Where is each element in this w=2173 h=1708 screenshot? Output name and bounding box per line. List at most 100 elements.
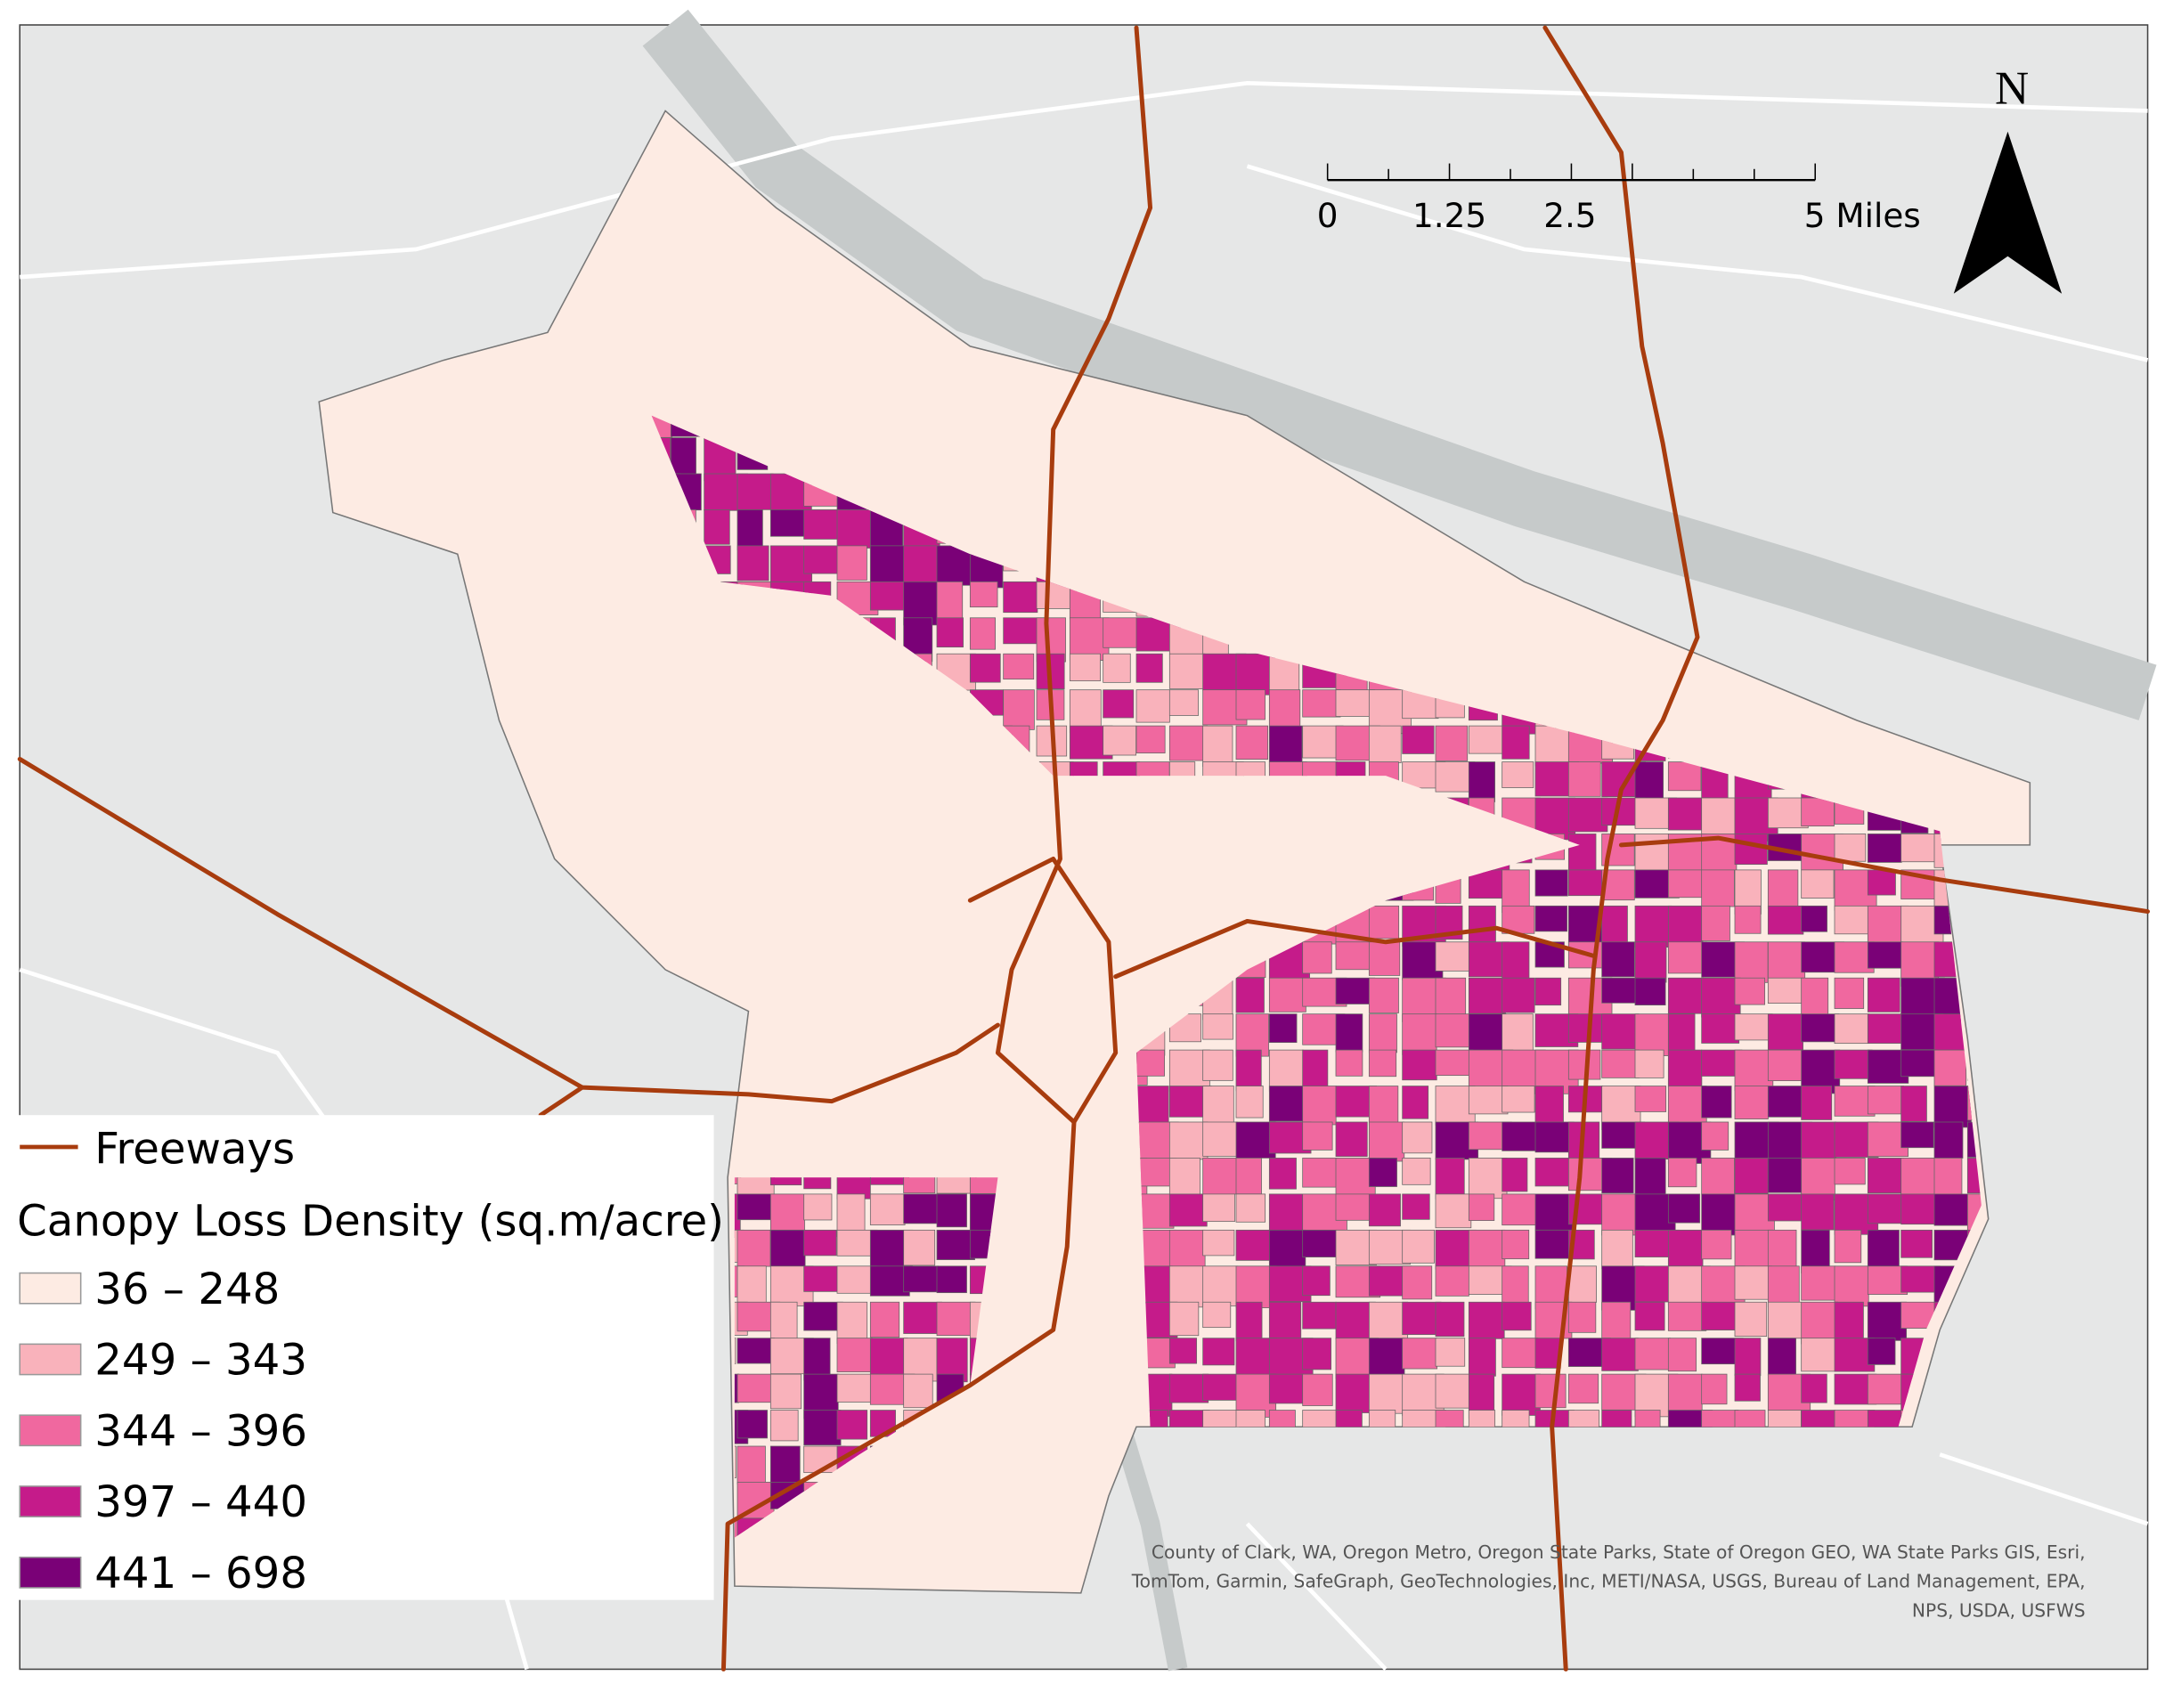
tract [1701,1013,1740,1044]
tract [1801,1121,1837,1162]
tract [1767,1301,1803,1339]
tract [1734,1013,1773,1041]
tract [1801,1193,1835,1231]
tract [1135,725,1166,754]
tract [1069,689,1102,733]
tract [1701,1229,1732,1260]
tract [1168,653,1206,689]
tract [836,1338,873,1372]
attribution-line: NPS, USDA, USFWS [1912,1599,2086,1621]
tract [1368,977,1399,1013]
tract [1268,1229,1306,1272]
tract [1402,1301,1442,1336]
tract [1368,941,1401,976]
tract [1534,1265,1567,1310]
tract [1667,1193,1701,1224]
tract [1767,1265,1800,1308]
tract [1767,869,1799,909]
tract [1235,1229,1273,1261]
tract [1734,1229,1773,1271]
tract [1368,1301,1409,1346]
tract [1335,689,1375,717]
tract [803,1338,831,1381]
tract [1767,941,1806,979]
tract [1202,1086,1234,1126]
tract [836,1410,868,1440]
tract [1302,689,1341,718]
tract [737,545,769,582]
tract [1202,1229,1235,1257]
tract [1502,1301,1532,1331]
tract [1335,1121,1368,1158]
tract [1435,1013,1471,1048]
tract [1502,1121,1542,1151]
tract [803,1410,842,1446]
tract [1867,1193,1905,1224]
tract [1302,1373,1333,1406]
tract [1701,797,1736,839]
tract [1867,1265,1908,1295]
tract [1502,1265,1529,1303]
tract [1534,1121,1575,1153]
tract [803,545,842,574]
tract [1168,1193,1208,1227]
tract [1202,1338,1235,1366]
tract [1168,1229,1206,1269]
tract [903,1265,940,1293]
tract [1834,977,1865,1009]
tract [1667,1158,1697,1188]
tract [1235,1193,1266,1223]
tract [769,1373,802,1410]
tract [1767,1013,1803,1051]
tract [1601,941,1635,978]
tract [1435,761,1476,793]
tract [1667,1373,1703,1413]
tract [1302,941,1332,974]
tract [1801,797,1835,827]
tract [1667,1013,1696,1052]
tract [1667,761,1702,792]
tract [737,1265,767,1305]
tract [1701,869,1735,907]
tract [1734,977,1766,1005]
tract [903,545,943,589]
tract [803,1265,838,1292]
tract [1368,725,1402,763]
tract [903,1373,933,1409]
tract [1667,941,1707,974]
tract [1867,834,1902,863]
tract [1435,1158,1465,1200]
tract [1502,1373,1541,1416]
tract [1235,1049,1262,1092]
tract [769,1410,799,1442]
tract [1567,1265,1597,1303]
tract [1867,1086,1904,1115]
tract [1900,834,1941,863]
tract [1368,1193,1401,1227]
tract [1834,1265,1869,1307]
tract [1701,1121,1729,1151]
tract [737,1229,771,1267]
tract [1368,1373,1404,1414]
tract [1534,869,1568,897]
tract [803,1229,837,1257]
tract [1734,941,1769,983]
tract [1468,1158,1508,1200]
tract [1502,761,1534,788]
tract [1168,725,1209,761]
tract [869,1338,908,1379]
tract [1402,725,1435,754]
tract [1202,725,1233,768]
tract [1168,1158,1200,1201]
tract [1834,1049,1873,1079]
tract [1867,869,1896,896]
tract [1268,1158,1297,1190]
tract [1801,905,1827,932]
tract [1003,689,1035,730]
tract [1867,941,1903,969]
tract [1767,977,1805,1004]
scale-label: 2.5 [1543,196,1596,235]
attribution: County of Clark, WA, Oregon Metro, Orego… [1131,1541,2086,1621]
tract [1368,1338,1405,1377]
tract [1834,1013,1870,1045]
